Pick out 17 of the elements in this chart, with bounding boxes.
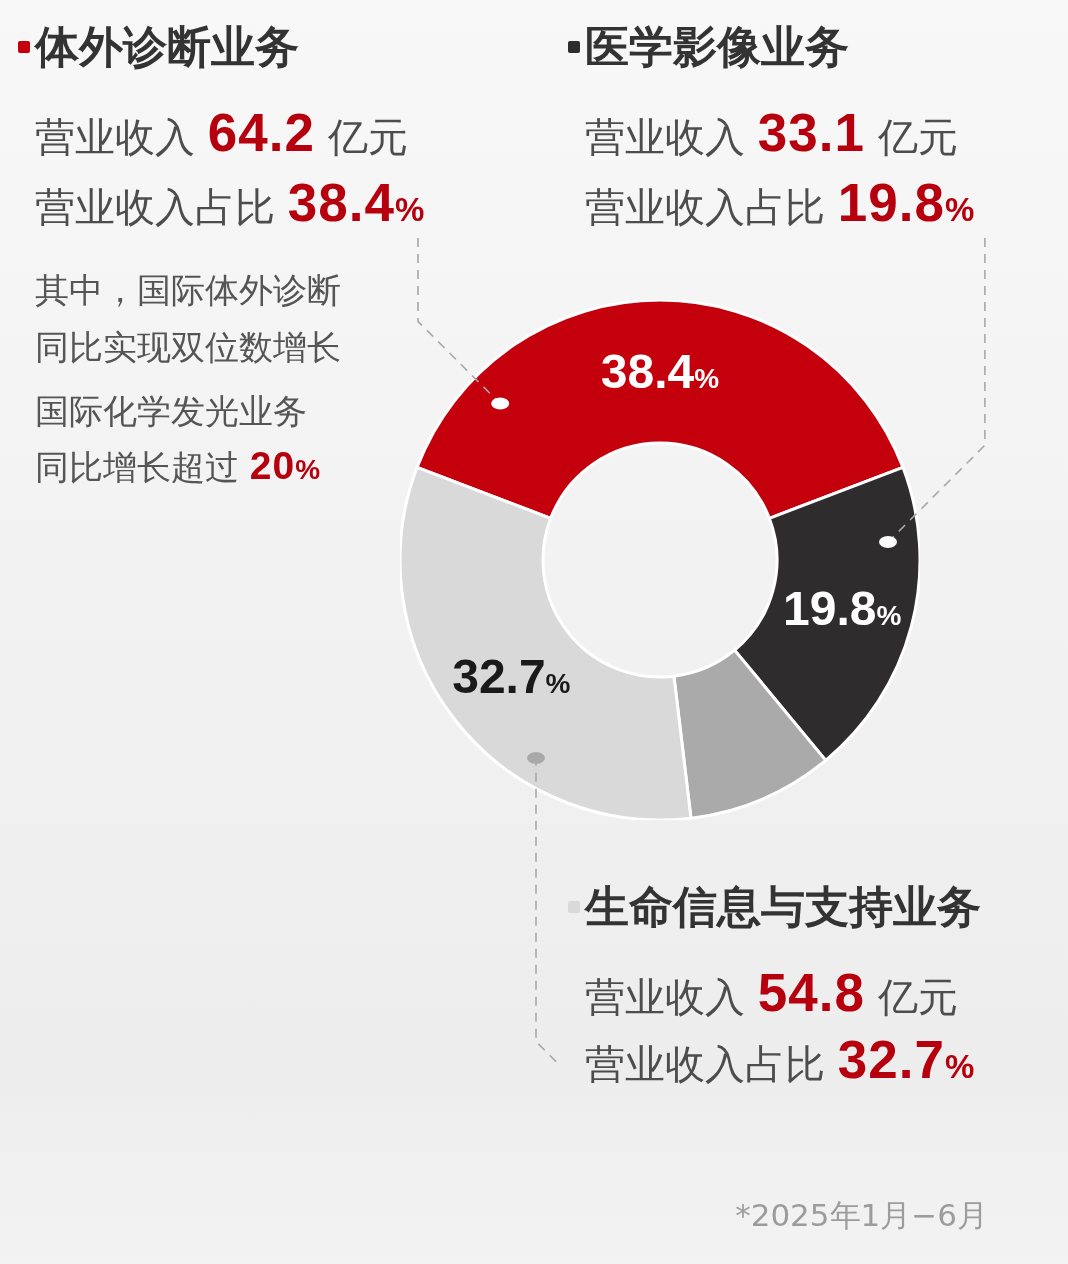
data-label: 19.8% (783, 581, 902, 635)
text: 同比实现双位数增长 (35, 327, 341, 367)
legend-label: 体外诊断业务 (35, 20, 299, 74)
text: 同比增长超过 20% (35, 444, 322, 487)
text: 营业收入占比 19.8% (585, 173, 976, 232)
text: 营业收入占比 32.7% (585, 1030, 976, 1089)
text: 国际化学发光业务 (35, 391, 307, 431)
text: 其中，国际体外诊断 (35, 270, 341, 310)
text: 营业收入 64.2 亿元 (35, 103, 408, 162)
text: 营业收入 33.1 亿元 (585, 103, 958, 162)
text: 营业收入 54.8 亿元 (585, 963, 958, 1022)
text: *2025年1月−6月 (735, 1196, 988, 1235)
text: 营业收入占比 38.4% (35, 173, 426, 232)
data-label: 38.4% (600, 345, 720, 398)
legend-label: 医学影像业务 (585, 20, 849, 74)
legend-label: 生命信息与支持业务 (585, 880, 981, 934)
data-label: 32.7% (452, 649, 571, 703)
